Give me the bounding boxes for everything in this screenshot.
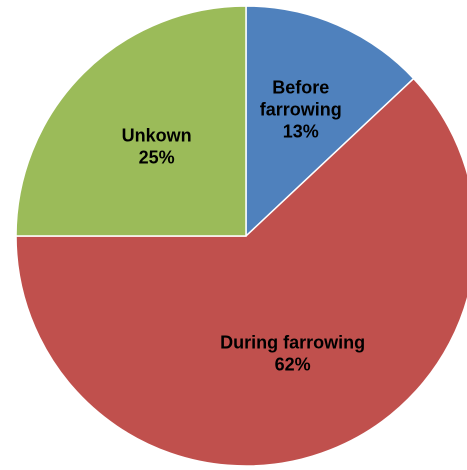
slice-name-label: Before	[272, 77, 329, 97]
slice-name-label: During farrowing	[220, 333, 365, 353]
slice-label-before-farrowing: Before farrowing 13%	[260, 77, 342, 141]
labels-layer: Before farrowing 13% During farrowing 62% Unk…	[122, 77, 366, 374]
slice-percent-label: 13%	[283, 121, 319, 141]
slice-label-unkown: Unkown 25%	[122, 126, 192, 168]
slice-percent-label: 25%	[139, 148, 175, 168]
slice-label-during-farrowing: During farrowing 62%	[220, 333, 365, 375]
slice-before-farrowing	[245, 5, 415, 238]
slice-percent-label: 62%	[275, 355, 311, 375]
slice-unkown	[15, 5, 247, 237]
slice-name-label: farrowing	[260, 99, 342, 119]
slice-name-label: Unkown	[122, 126, 192, 146]
slices-layer	[15, 5, 467, 467]
slice-during-farrowing	[15, 77, 467, 467]
